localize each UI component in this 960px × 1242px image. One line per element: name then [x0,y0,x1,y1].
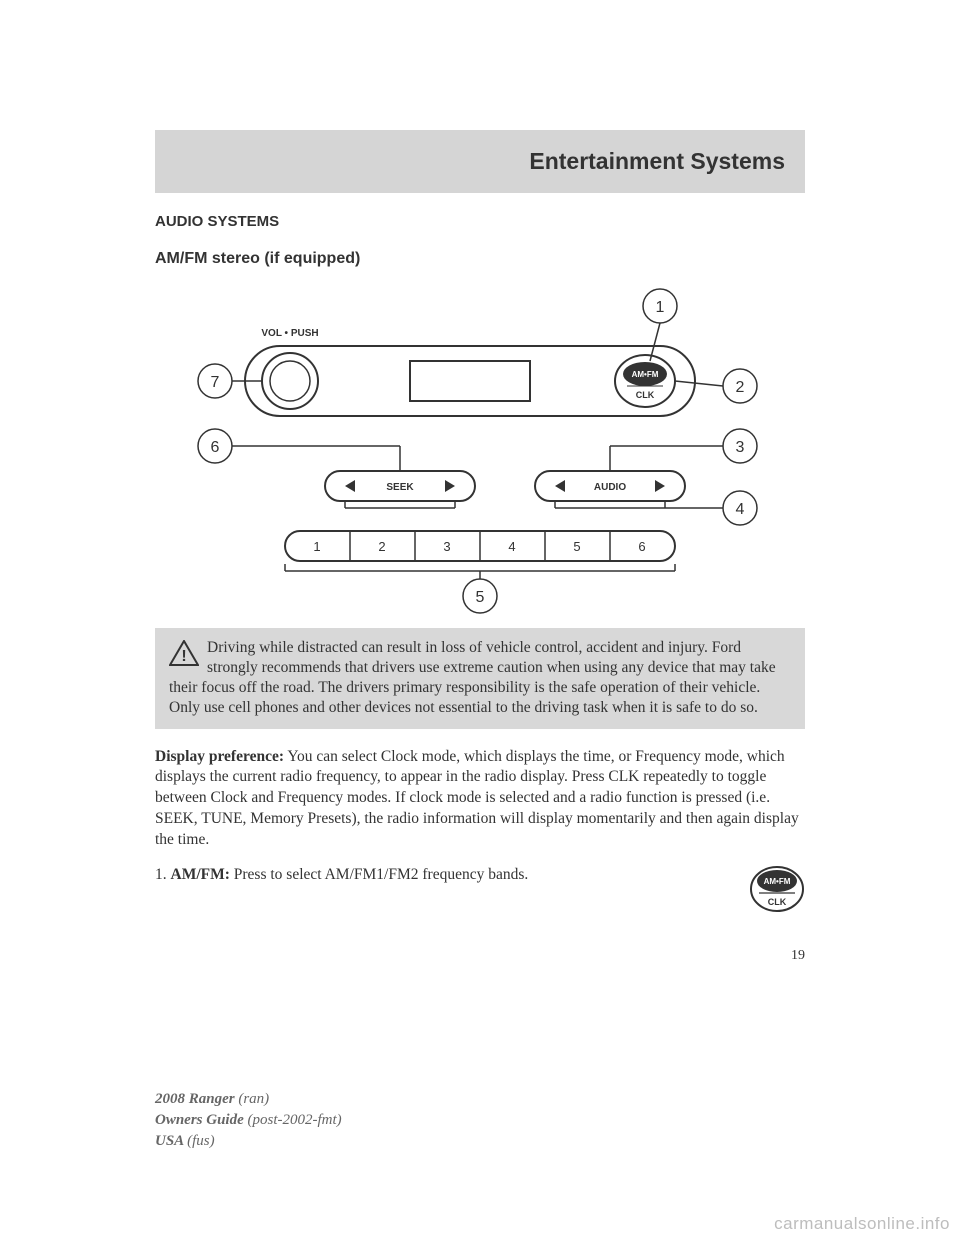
footer-line-2: Owners Guide (post-2002-fmt) [155,1110,342,1131]
svg-text:4: 4 [736,501,745,518]
vol-label: VOL • PUSH [261,328,318,339]
chapter-header: Entertainment Systems [155,130,805,193]
svg-text:!: ! [181,648,186,665]
section-title: AUDIO SYSTEMS [155,213,805,230]
chapter-title: Entertainment Systems [175,148,785,175]
svg-text:CLK: CLK [636,390,655,400]
svg-text:3: 3 [443,539,450,554]
subsection-title: AM/FM stereo (if equipped) [155,250,805,268]
item-1-row: 1. AM/FM: Press to select AM/FM1/FM2 fre… [155,865,805,918]
svg-text:1: 1 [313,539,320,554]
svg-text:SEEK: SEEK [386,482,414,493]
stereo-diagram: VOL • PUSH AM•FM CLK SEEK AUDIO [155,286,805,616]
svg-text:6: 6 [638,539,645,554]
svg-text:4: 4 [508,539,515,554]
amfm-clk-icon: AM•FM CLK [749,865,805,918]
warning-text: Driving while distracted can result in l… [169,639,776,716]
page-number: 19 [155,948,805,964]
svg-text:AM•FM: AM•FM [632,370,659,379]
svg-text:AM•FM: AM•FM [764,877,791,886]
warning-icon: ! [169,640,199,672]
svg-text:6: 6 [211,439,220,456]
svg-text:2: 2 [736,379,745,396]
svg-text:1: 1 [656,299,665,316]
svg-text:5: 5 [573,539,580,554]
footer: 2008 Ranger (ran) Owners Guide (post-200… [155,1089,342,1152]
svg-text:2: 2 [378,539,385,554]
display-preference-paragraph: Display preference: You can select Clock… [155,747,805,852]
footer-line-1: 2008 Ranger (ran) [155,1089,342,1110]
svg-text:3: 3 [736,439,745,456]
warning-box: ! Driving while distracted can result in… [155,628,805,729]
display-pref-label: Display preference: [155,748,284,765]
svg-text:AUDIO: AUDIO [594,482,626,493]
item-1-label: AM/FM: [171,866,230,883]
watermark: carmanualsonline.info [774,1214,950,1234]
page-content: Entertainment Systems AUDIO SYSTEMS AM/F… [0,0,960,964]
item-1-num: 1. [155,866,167,883]
footer-line-3: USA (fus) [155,1131,342,1152]
item-1-desc: Press to select AM/FM1/FM2 frequency ban… [234,866,528,883]
item-1-text: 1. AM/FM: Press to select AM/FM1/FM2 fre… [155,865,729,886]
svg-text:5: 5 [476,589,485,606]
svg-text:CLK: CLK [768,897,787,907]
svg-text:7: 7 [211,374,220,391]
